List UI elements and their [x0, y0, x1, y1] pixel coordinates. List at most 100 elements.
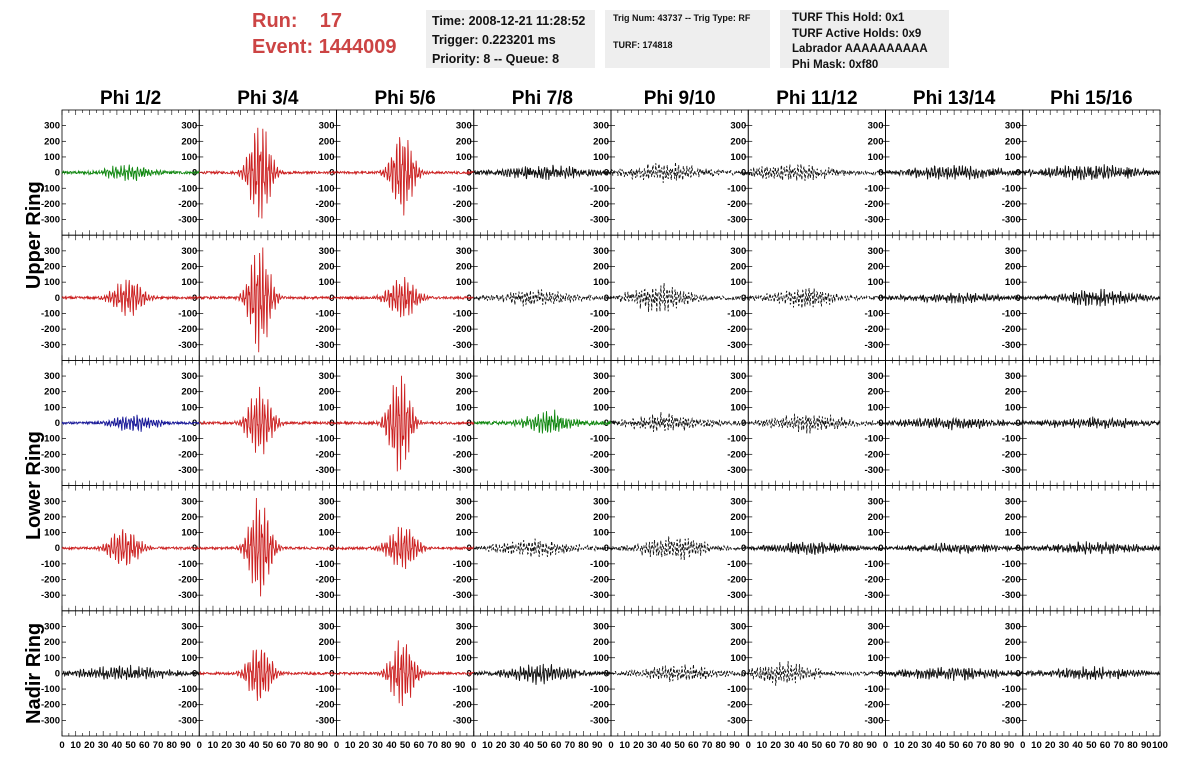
x-tick-label: 0	[608, 740, 613, 751]
x-tick-label: 90	[317, 740, 328, 751]
y-tick-label: 300	[181, 371, 197, 382]
y-tick-label: -300	[1002, 715, 1021, 726]
y-tick-label: 0	[192, 418, 197, 429]
y-tick-label: -200	[315, 575, 334, 586]
y-tick-label: 100	[181, 402, 197, 413]
y-tick-label: 200	[181, 637, 197, 648]
y-tick-label: -300	[727, 715, 746, 726]
y-tick-label: 200	[868, 387, 884, 398]
y-tick-label: 100	[868, 402, 884, 413]
x-tick-label: 40	[661, 740, 672, 751]
y-tick-label: 0	[329, 668, 334, 679]
y-tick-label: 100	[868, 653, 884, 664]
event-label: Event:	[252, 36, 314, 58]
y-tick-label: -200	[727, 199, 746, 210]
y-tick-label: -300	[315, 340, 334, 351]
y-tick-label: -200	[453, 449, 472, 460]
y-tick-label: 300	[44, 621, 60, 632]
x-tick-label: 50	[537, 740, 548, 751]
y-tick-label: 100	[181, 528, 197, 539]
y-tick-label: -100	[1002, 183, 1021, 194]
y-tick-label: 300	[1005, 121, 1021, 132]
y-tick-label: -200	[41, 449, 60, 460]
y-tick-label: 300	[1005, 371, 1021, 382]
y-tick-label: -100	[864, 684, 883, 695]
y-tick-label: 100	[44, 277, 60, 288]
y-tick-label: -300	[864, 590, 883, 601]
y-tick-label: -200	[727, 449, 746, 460]
waveform-r2-c8	[1022, 288, 1161, 307]
column-title-4: Phi 7/8	[512, 88, 573, 109]
y-tick-label: 200	[456, 637, 472, 648]
y-tick-label: 100	[44, 402, 60, 413]
x-tick-label: 10	[757, 740, 768, 751]
y-tick-label: 300	[593, 246, 609, 257]
y-tick-label: 100	[181, 277, 197, 288]
x-tick-label: 70	[702, 740, 713, 751]
y-tick-label: -100	[178, 434, 197, 445]
y-tick-label: 300	[44, 496, 60, 507]
run-event-box: Run: 17 Event: 1444009	[252, 8, 422, 66]
y-tick-label: 300	[456, 246, 472, 257]
y-tick-label: -200	[453, 575, 472, 586]
y-tick-label: 300	[868, 121, 884, 132]
row-title-5: Nadir Ring	[23, 623, 45, 724]
y-tick-label: 300	[319, 121, 335, 132]
y-tick-label: 300	[1005, 621, 1021, 632]
column-title-7: Phi 13/14	[913, 88, 996, 109]
y-tick-label: -300	[315, 465, 334, 476]
x-tick-label: 60	[414, 740, 425, 751]
column-title-2: Phi 3/4	[237, 88, 299, 109]
y-tick-label: 0	[878, 168, 883, 179]
y-tick-label: 100	[456, 402, 472, 413]
y-tick-label: 200	[319, 512, 335, 523]
y-tick-label: -300	[864, 715, 883, 726]
waveform-r3-c2	[198, 386, 337, 455]
x-tick-label: 20	[496, 740, 507, 751]
column-title-8: Phi 15/16	[1050, 88, 1132, 109]
waveform-r4-c6	[747, 541, 886, 555]
y-tick-label: 0	[878, 293, 883, 304]
waveform-r4-c1	[61, 529, 200, 566]
y-tick-label: -200	[178, 449, 197, 460]
y-tick-label: -300	[590, 340, 609, 351]
x-tick-label: 40	[523, 740, 534, 751]
x-tick-label: 70	[427, 740, 438, 751]
y-tick-label: -100	[315, 559, 334, 570]
waveform-r5-c6	[747, 661, 886, 686]
y-tick-label: -300	[1002, 465, 1021, 476]
y-tick-label: -300	[1002, 590, 1021, 601]
y-tick-label: 200	[1005, 387, 1021, 398]
y-tick-label: -100	[1002, 308, 1021, 319]
y-tick-label: 300	[593, 121, 609, 132]
y-tick-label: -200	[1002, 199, 1021, 210]
y-tick-label: -100	[453, 434, 472, 445]
y-tick-label: -100	[590, 434, 609, 445]
x-tick-label: 60	[688, 740, 699, 751]
y-tick-label: -100	[178, 183, 197, 194]
x-tick-label: 70	[839, 740, 850, 751]
x-tick-label: 20	[359, 740, 370, 751]
column-title-5: Phi 9/10	[644, 88, 716, 109]
y-tick-label: 300	[456, 371, 472, 382]
x-tick-label: 40	[386, 740, 397, 751]
y-tick-label: 300	[730, 621, 746, 632]
x-tick-label: 40	[935, 740, 946, 751]
y-tick-label: -200	[453, 324, 472, 335]
run-line: Run: 17	[252, 8, 422, 34]
x-tick-label: 90	[1141, 740, 1152, 751]
y-tick-label: -200	[1002, 324, 1021, 335]
x-tick-label: 0	[471, 740, 476, 751]
x-tick-label: 0	[334, 740, 339, 751]
y-tick-label: 300	[44, 371, 60, 382]
y-tick-label: 200	[319, 637, 335, 648]
y-tick-label: -300	[1002, 340, 1021, 351]
y-tick-label: 100	[730, 528, 746, 539]
y-tick-label: 300	[593, 496, 609, 507]
y-tick-label: -200	[590, 700, 609, 711]
waveform-r5-c3	[336, 640, 475, 707]
x-tick-label: 50	[125, 740, 136, 751]
y-tick-label: 200	[456, 387, 472, 398]
y-tick-label: -300	[590, 465, 609, 476]
